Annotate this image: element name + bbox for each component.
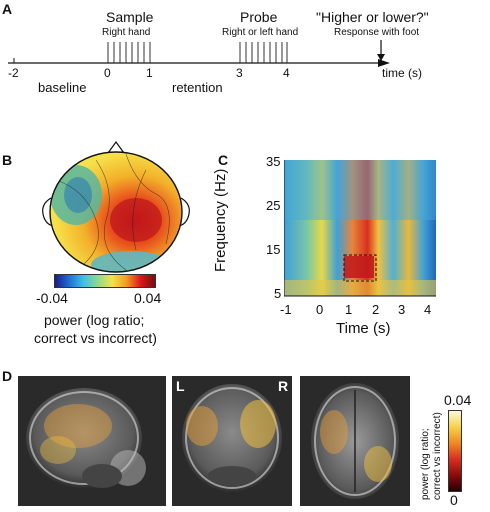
- sample-title: Sample: [106, 9, 154, 25]
- panel-a-letter: A: [2, 1, 13, 17]
- coronal-left-marker: L: [176, 378, 185, 394]
- colorbar-d-max: 0.04: [444, 392, 472, 408]
- tf-xtick-2: 2: [372, 302, 380, 317]
- tf-xtick-3: 3: [398, 302, 406, 317]
- mri-sagittal: [18, 376, 166, 506]
- time-axis-label: time (s): [382, 66, 422, 80]
- mri-coronal: [172, 376, 292, 506]
- coronal-right-marker: R: [278, 378, 289, 394]
- head-outline: [49, 151, 183, 273]
- colorbar-b-max: 0.04: [134, 290, 162, 306]
- tf-xtick-1: 1: [345, 302, 353, 317]
- nose: [107, 140, 125, 154]
- probe-title: Probe: [240, 9, 278, 25]
- colorbar-b: [54, 274, 156, 288]
- colorbar-d-label-1: power (log ratio;: [420, 428, 431, 500]
- panel-c-letter: C: [218, 152, 229, 168]
- panel-b-letter: B: [2, 152, 13, 168]
- question-text: "Higher or lower?": [316, 9, 429, 25]
- tf-xtick-m1: -1: [280, 302, 292, 317]
- probe-sub: Right or left hand: [222, 27, 299, 38]
- tick-0: 0: [104, 66, 111, 80]
- tf-xlabel: Time (s): [336, 320, 391, 337]
- tf-ylabel: Frequency (Hz): [212, 168, 229, 272]
- tf-ytick-25: 25: [266, 198, 281, 213]
- tf-xtick-4: 4: [424, 302, 432, 317]
- tf-ytick-35: 35: [266, 154, 281, 169]
- panel-b-caption-2: correct vs incorrect): [34, 330, 157, 346]
- baseline-label: baseline: [38, 80, 87, 95]
- panel-b-caption-1: power (log ratio;: [44, 312, 145, 328]
- retention-label: retention: [172, 80, 223, 95]
- sample-stimulus-bars: [107, 42, 151, 63]
- panel-d-letter: D: [2, 368, 13, 384]
- tick-minus2: -2: [8, 66, 19, 80]
- scalp-topography: [42, 140, 190, 273]
- timeline: [8, 40, 390, 67]
- probe-stimulus-bars: [239, 42, 288, 63]
- tf-xtick-0: 0: [316, 302, 324, 317]
- colorbar-d-label-2: correct vs incorrect): [432, 412, 443, 500]
- highlight-box: [343, 254, 377, 282]
- tick-4: 4: [283, 66, 290, 80]
- time-frequency-plot: [284, 160, 436, 297]
- tick-3: 3: [236, 66, 243, 80]
- sample-sub: Right hand: [102, 27, 151, 38]
- tick-1: 1: [146, 66, 153, 80]
- tf-ytick-5: 5: [274, 286, 282, 301]
- tf-ytick-15: 15: [266, 242, 281, 257]
- mri-axial: [300, 376, 410, 506]
- colorbar-b-min: -0.04: [36, 290, 68, 306]
- colorbar-d-min: 0: [450, 492, 458, 508]
- colorbar-d: [448, 410, 462, 492]
- response-text: Response with foot: [334, 27, 420, 38]
